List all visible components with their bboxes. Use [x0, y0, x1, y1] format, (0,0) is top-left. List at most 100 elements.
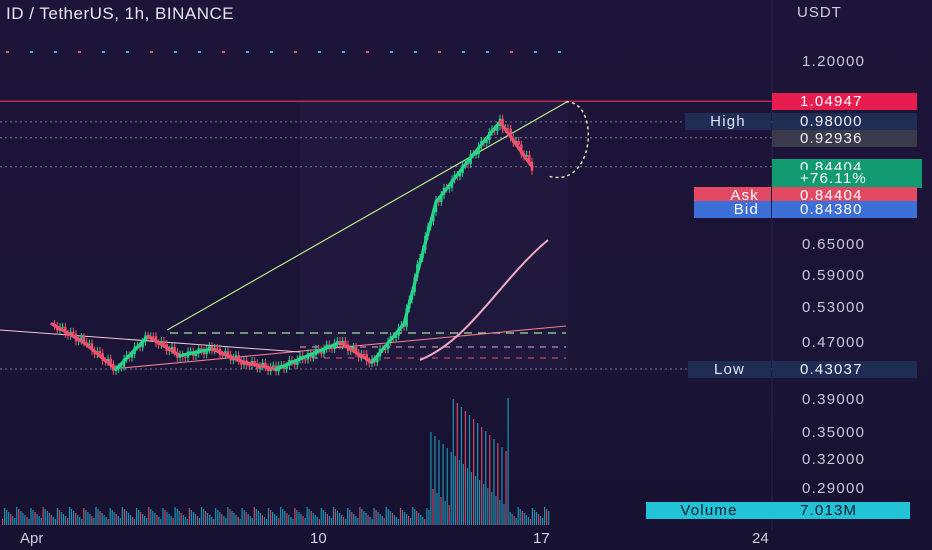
volume-bar [131, 517, 134, 525]
ask-label-tag[interactable]: Ask [694, 187, 771, 204]
volume-bar [119, 518, 121, 525]
volume-bar [245, 512, 247, 525]
zigzag-segment [274, 354, 310, 371]
volume-bar [361, 509, 363, 525]
volume-bar [91, 516, 93, 525]
candle-body [226, 351, 230, 355]
volume-bar [138, 510, 140, 525]
volume-bar [50, 515, 52, 525]
time-label-apr: Apr [20, 530, 44, 547]
volume-bar [450, 452, 452, 525]
range-shade [300, 100, 568, 370]
volume-bar [328, 516, 330, 525]
volume-bar [121, 507, 123, 525]
prev-value-tag[interactable]: 0.92936 [772, 130, 917, 147]
volume-bar [332, 507, 335, 525]
volume-bar [473, 419, 475, 525]
volume-bar [196, 516, 199, 525]
volume-bar [466, 468, 469, 525]
low-value-tag[interactable]: 0.43037 [772, 361, 917, 378]
volume-bar [28, 519, 30, 525]
volume-bar [227, 507, 229, 525]
volume-bar [48, 513, 50, 525]
volume-bar [300, 514, 302, 525]
volume-bar [8, 512, 10, 525]
volume-bar [426, 508, 428, 525]
volume-bar [274, 514, 276, 525]
volume-value-tag[interactable]: 7.013M [772, 502, 910, 519]
volume-bar [18, 509, 20, 525]
zigzag-segment [82, 340, 118, 371]
time-label-17: 17 [533, 530, 550, 547]
volume-bar [36, 514, 38, 525]
signal-dot [6, 51, 9, 53]
price-tick: 0.39000 [802, 391, 866, 408]
candle-body [72, 331, 75, 335]
volume-bar [261, 515, 263, 525]
volume-bar [438, 440, 440, 525]
volume-bar [109, 508, 111, 525]
volume-bar [373, 508, 375, 525]
volume-bar [339, 513, 341, 525]
volume-bar [284, 511, 286, 525]
volume-bar [200, 507, 203, 525]
volume-label-tag[interactable]: Volume [646, 502, 772, 519]
volume-bar [221, 514, 223, 525]
signal-dot [438, 51, 441, 53]
volume-bar [326, 514, 328, 525]
low-label-tag[interactable]: Low [688, 361, 771, 378]
candle-body [394, 335, 398, 338]
candle-body [509, 128, 512, 138]
volume-bar [117, 516, 119, 525]
candle-body [458, 172, 462, 177]
candle-body [506, 128, 510, 130]
high-label-tag[interactable]: High [685, 113, 771, 130]
volume-bar [97, 509, 99, 525]
zigzag-segment [178, 347, 214, 358]
lower-trendline [121, 325, 567, 369]
volume-bar [255, 509, 257, 525]
volume-bar [237, 517, 239, 525]
volume-bar [182, 515, 184, 525]
upper-line-tag[interactable]: 1.04947 [772, 93, 917, 110]
volume-bar [387, 509, 389, 525]
volume-bar [69, 507, 71, 525]
volume-bar [233, 513, 235, 525]
volume-bar [330, 518, 333, 525]
volume-bar [85, 510, 87, 525]
volume-bar [56, 508, 58, 525]
ask-value-tag[interactable]: 0.84404 [772, 187, 917, 204]
volume-bar [14, 518, 16, 525]
volume-bar [239, 519, 241, 525]
currency-label[interactable]: USDT [797, 4, 842, 21]
signal-dot [390, 51, 393, 53]
volume-bar [505, 451, 507, 525]
volume-bar [276, 516, 278, 525]
volume-bar [60, 512, 63, 525]
bid-value-tag[interactable]: 0.84380 [772, 201, 917, 218]
bid-label-tag[interactable]: Bid [694, 201, 771, 218]
signal-dot [54, 51, 57, 53]
high-value-tag[interactable]: 0.98000 [772, 113, 917, 130]
volume-bar [148, 507, 150, 525]
volume-bar [99, 511, 101, 525]
volume-bar [292, 519, 294, 525]
candle-body [205, 349, 208, 355]
volume-bar [316, 517, 318, 525]
volume-bar [89, 514, 91, 525]
volume-bar [87, 512, 89, 525]
candle-body [237, 355, 240, 361]
symbol-title[interactable]: ID / TetherUS, 1h, BINANCE [6, 4, 235, 23]
volume-bar [546, 509, 548, 525]
volume-bar [381, 516, 383, 525]
volume-bar [432, 489, 434, 525]
candle-body [130, 354, 134, 358]
volume-bar [483, 484, 485, 525]
volume-bar [213, 519, 215, 525]
signal-dot [78, 51, 81, 53]
volume-bar [107, 519, 109, 525]
last-change-tag[interactable]: +76.11% [772, 170, 922, 188]
candle-body [344, 340, 347, 345]
